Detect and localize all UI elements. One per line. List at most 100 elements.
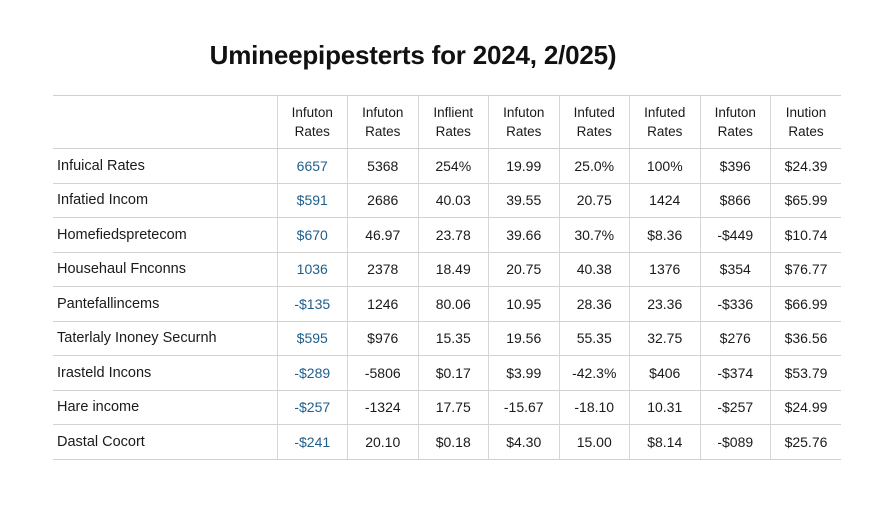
column-header-line: Infuted	[644, 105, 686, 120]
column-header-line: Rates	[576, 124, 612, 139]
table-cell: $65.99	[770, 183, 841, 218]
column-header: Infuton Rates	[347, 95, 418, 149]
column-header: Infuted Rates	[629, 95, 700, 149]
table-cell: 10.31	[629, 390, 700, 425]
table-cell: -$374	[699, 355, 771, 391]
table-cell: $10.74	[770, 217, 841, 253]
row-label: Homefiedspretecom	[53, 217, 277, 253]
table-row: Infuical Rates 6657 5368 254% 19.99 25.0% 100%…	[53, 148, 841, 184]
table-cell: 55.35	[558, 321, 630, 356]
column-header-line: Rates	[717, 124, 753, 139]
table-cell: 15.00	[558, 424, 630, 460]
table-cell: $76.77	[770, 252, 841, 287]
row-label: Hare income	[53, 390, 277, 425]
table-cell: 40.03	[417, 183, 489, 218]
table-cell: $276	[699, 321, 771, 356]
table-cell: 23.78	[417, 217, 489, 253]
table-cell: -$089	[699, 424, 771, 460]
table-cell: 2686	[347, 183, 418, 218]
column-header-line: Rates	[647, 124, 683, 139]
table-cell: $354	[699, 252, 771, 287]
table-cell: $25.76	[770, 424, 841, 460]
table-cell: $591	[276, 183, 348, 218]
column-header-line: Inflient	[433, 105, 474, 120]
table-cell: $8.14	[629, 424, 700, 460]
table-cell: -5806	[347, 355, 418, 391]
column-header-line: Rates	[435, 124, 471, 139]
row-label: Pantefallincems	[53, 286, 277, 322]
table-cell: 19.99	[488, 148, 559, 184]
column-header-line: Rates	[788, 124, 824, 139]
table-header-row: Infuton Rates Infuton Rates Inflient Rates Inf…	[53, 95, 841, 149]
data-table: Infuton Rates Infuton Rates Inflient Rates Inf…	[53, 95, 841, 460]
table-cell: -$257	[276, 390, 348, 425]
table-cell: 6657	[276, 148, 348, 184]
column-header-line: Inution	[785, 105, 827, 120]
table-cell: $3.99	[488, 355, 559, 391]
column-header: Inflient Rates	[417, 95, 489, 149]
table-cell: -$135	[276, 286, 348, 322]
table-cell: 80.06	[417, 286, 489, 322]
table-cell: 20.10	[347, 424, 418, 460]
table-cell: $0.17	[417, 355, 489, 391]
table-cell: 1036	[276, 252, 348, 287]
table-row: Pantefallincems -$135 1246 80.06 10.95 28.36 2…	[53, 286, 841, 322]
table-cell: -15.67	[488, 390, 559, 425]
table-cell: 39.66	[488, 217, 559, 253]
table-cell: -$257	[699, 390, 771, 425]
column-header: Inution Rates	[770, 95, 841, 149]
table-cell: $8.36	[629, 217, 700, 253]
row-label: Taterlaly Inoney Securnh	[53, 321, 277, 356]
table-cell: 30.7%	[558, 217, 630, 253]
column-header-line: Infuton	[291, 105, 333, 120]
column-header-line: Infuted	[573, 105, 615, 120]
table-cell: $24.39	[770, 148, 841, 184]
table-row: Househaul Fnconns 1036 2378 18.49 20.75 40.38…	[53, 252, 841, 287]
table-cell: -$241	[276, 424, 348, 460]
table-row: Taterlaly Inoney Securnh $595 $976 15.35 19.…	[53, 321, 841, 356]
column-header-line: Rates	[294, 124, 330, 139]
table-cell: 5368	[347, 148, 418, 184]
table-cell: 23.36	[629, 286, 700, 322]
row-label: Infatied Incom	[53, 183, 277, 218]
table-cell: 19.56	[488, 321, 559, 356]
table-cell: 18.49	[417, 252, 489, 287]
table-cell: 100%	[629, 148, 700, 184]
table-cell: $976	[347, 321, 418, 356]
table-cell: $0.18	[417, 424, 489, 460]
column-header-line: Infuton	[362, 105, 404, 120]
table-cell: 20.75	[488, 252, 559, 287]
column-header-line: Rates	[506, 124, 542, 139]
table-cell: 25.0%	[558, 148, 630, 184]
table-cell: $36.56	[770, 321, 841, 356]
row-label: Irasteld Incons	[53, 355, 277, 391]
table-cell: -18.10	[558, 390, 630, 425]
page-title: Umineepipesterts for 2024, 2/025)	[209, 40, 617, 70]
column-header-line: Infuton	[503, 105, 545, 120]
table-cell: 28.36	[558, 286, 630, 322]
table-cell: $24.99	[770, 390, 841, 425]
table-cell: -$336	[699, 286, 771, 322]
table-cell: $66.99	[770, 286, 841, 322]
table-cell: 2378	[347, 252, 418, 287]
column-header: Infuted Rates	[558, 95, 630, 149]
column-header: Infuton Rates	[699, 95, 771, 149]
table-cell: $4.30	[488, 424, 559, 460]
table-cell: -42.3%	[558, 355, 630, 391]
column-header: Infuton Rates	[488, 95, 559, 149]
table-row: Irasteld Incons -$289 -5806 $0.17 $3.99 -42.3…	[53, 355, 841, 391]
table-cell: $670	[276, 217, 348, 253]
row-label: Househaul Fnconns	[53, 252, 277, 287]
table-cell: 40.38	[558, 252, 630, 287]
table-cell: 1246	[347, 286, 418, 322]
table-cell: -$289	[276, 355, 348, 391]
column-header: Infuton Rates	[276, 95, 348, 149]
column-header-line: Rates	[365, 124, 401, 139]
table-row: Infatied Incom $591 2686 40.03 39.55 20.75 142…	[53, 183, 841, 218]
table-cell: 254%	[417, 148, 489, 184]
table-corner-cell	[53, 95, 277, 149]
table-cell: -$449	[699, 217, 771, 253]
table-cell: $406	[629, 355, 700, 391]
table-cell: $595	[276, 321, 348, 356]
table-cell: -1324	[347, 390, 418, 425]
